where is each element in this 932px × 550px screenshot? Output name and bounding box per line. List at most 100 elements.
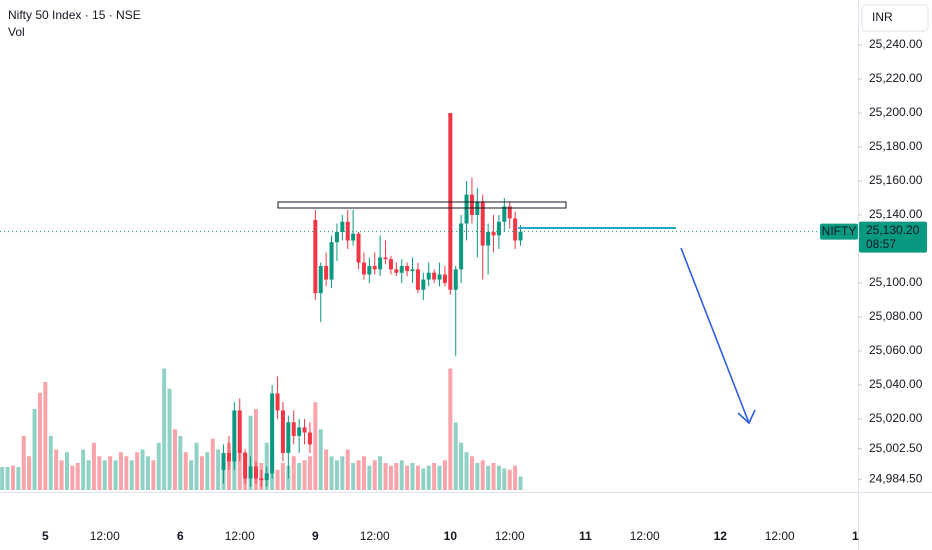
- volume-bar: [172, 429, 177, 490]
- volume-bar: [513, 465, 518, 490]
- volume-bar: [459, 442, 464, 490]
- candle-body: [340, 221, 345, 232]
- volume-bar: [518, 476, 523, 490]
- candle-body: [291, 422, 296, 436]
- candle-body: [253, 466, 258, 479]
- volume-bar: [394, 463, 399, 490]
- candle-body: [415, 269, 420, 290]
- candle-body: [459, 223, 464, 270]
- x-tick-label: 5: [42, 529, 49, 543]
- volume-bar: [97, 456, 102, 490]
- volume-bar: [475, 463, 480, 490]
- volume-bar: [151, 460, 156, 490]
- candle-body: [275, 393, 280, 411]
- volume-bar: [318, 429, 323, 490]
- volume-bar: [253, 409, 258, 490]
- volume-bar: [356, 460, 361, 490]
- volume-bar: [27, 456, 32, 490]
- volume-bar: [43, 382, 48, 490]
- x-tick-label: 1: [852, 529, 859, 543]
- y-tick-label: 25,180.00: [869, 139, 923, 153]
- volume-bar: [464, 452, 469, 490]
- volume-bar: [205, 452, 210, 490]
- volume-bar: [10, 465, 15, 490]
- candle-body: [496, 221, 501, 236]
- volume-bar: [307, 456, 312, 490]
- candle-body: [297, 427, 302, 436]
- candle-body: [264, 473, 269, 481]
- candle-body: [248, 466, 253, 479]
- volume-bar: [216, 449, 221, 490]
- volume-bar: [345, 449, 350, 490]
- volume-bar: [426, 465, 431, 490]
- volume-bar: [178, 436, 183, 490]
- candle-body: [453, 269, 458, 290]
- currency-box[interactable]: [861, 4, 929, 32]
- candle-body: [361, 262, 366, 275]
- volume-bar: [140, 449, 145, 490]
- candle-body: [437, 274, 442, 280]
- drawn-arrow[interactable]: [680, 247, 756, 425]
- volume-bar: [16, 467, 21, 490]
- volume-bar: [329, 456, 334, 490]
- volume-bar: [410, 463, 415, 490]
- volume-bar: [378, 456, 383, 490]
- candle-body: [372, 265, 377, 270]
- volume-bar: [432, 463, 437, 490]
- volume-bar: [313, 402, 318, 490]
- volume-bar: [210, 438, 215, 490]
- volume-bar: [340, 456, 345, 490]
- candle-body: [469, 194, 474, 215]
- volume-bar: [496, 465, 501, 490]
- y-tick-label: 24,984.50: [869, 471, 923, 485]
- volume-bar: [367, 465, 372, 490]
- candle-body: [507, 206, 512, 219]
- y-tick-label: 25,040.00: [869, 377, 923, 391]
- last-price-label: 25,130.20: [866, 223, 920, 237]
- candle-body: [259, 478, 264, 481]
- volume-bar: [324, 449, 329, 490]
- candle-body: [351, 233, 356, 241]
- volume-bar: [280, 463, 285, 490]
- y-tick-label: 25,080.00: [869, 309, 923, 323]
- volume-bar: [167, 388, 172, 490]
- y-tick-label: 25,060.00: [869, 343, 923, 357]
- volume-bar: [0, 467, 5, 490]
- volume-label: Vol: [8, 25, 25, 39]
- volume-bar: [448, 368, 453, 490]
- x-tick-label: 12:00: [360, 529, 390, 543]
- volume-bar: [108, 456, 113, 490]
- volume-bar: [5, 467, 10, 490]
- volume-bar: [415, 465, 420, 490]
- y-tick-label: 25,200.00: [869, 105, 923, 119]
- volume-bar: [32, 409, 37, 490]
- x-tick-label: 12:00: [225, 529, 255, 543]
- candle-body: [318, 265, 323, 294]
- currency: INR: [872, 10, 893, 24]
- candle-body: [221, 452, 226, 470]
- candle-body: [442, 274, 447, 283]
- x-tick-label: 12:00: [765, 529, 795, 543]
- volume-bar: [145, 456, 150, 490]
- candle-body: [232, 410, 237, 462]
- symbol-tag: NIFTY: [822, 224, 857, 238]
- candle-body: [388, 259, 393, 270]
- candle-body: [410, 269, 415, 272]
- y-tick-label: 25,002.50: [869, 441, 923, 455]
- x-tick-label: 12:00: [630, 529, 660, 543]
- last-price-box: [859, 221, 927, 253]
- volume-bar: [81, 449, 86, 490]
- candle-body: [399, 265, 404, 273]
- volume-bar: [334, 460, 339, 490]
- chart-title: Nifty 50 Index · 15 · NSE: [8, 8, 141, 22]
- volume-bar: [91, 442, 96, 490]
- candle-body: [394, 269, 399, 273]
- candle-body: [405, 265, 410, 272]
- candle-body: [491, 231, 496, 236]
- drawn-rectangle[interactable]: [277, 201, 567, 209]
- volume-bar: [199, 456, 204, 490]
- y-tick-label: 25,100.00: [869, 275, 923, 289]
- volume-bar: [183, 452, 188, 490]
